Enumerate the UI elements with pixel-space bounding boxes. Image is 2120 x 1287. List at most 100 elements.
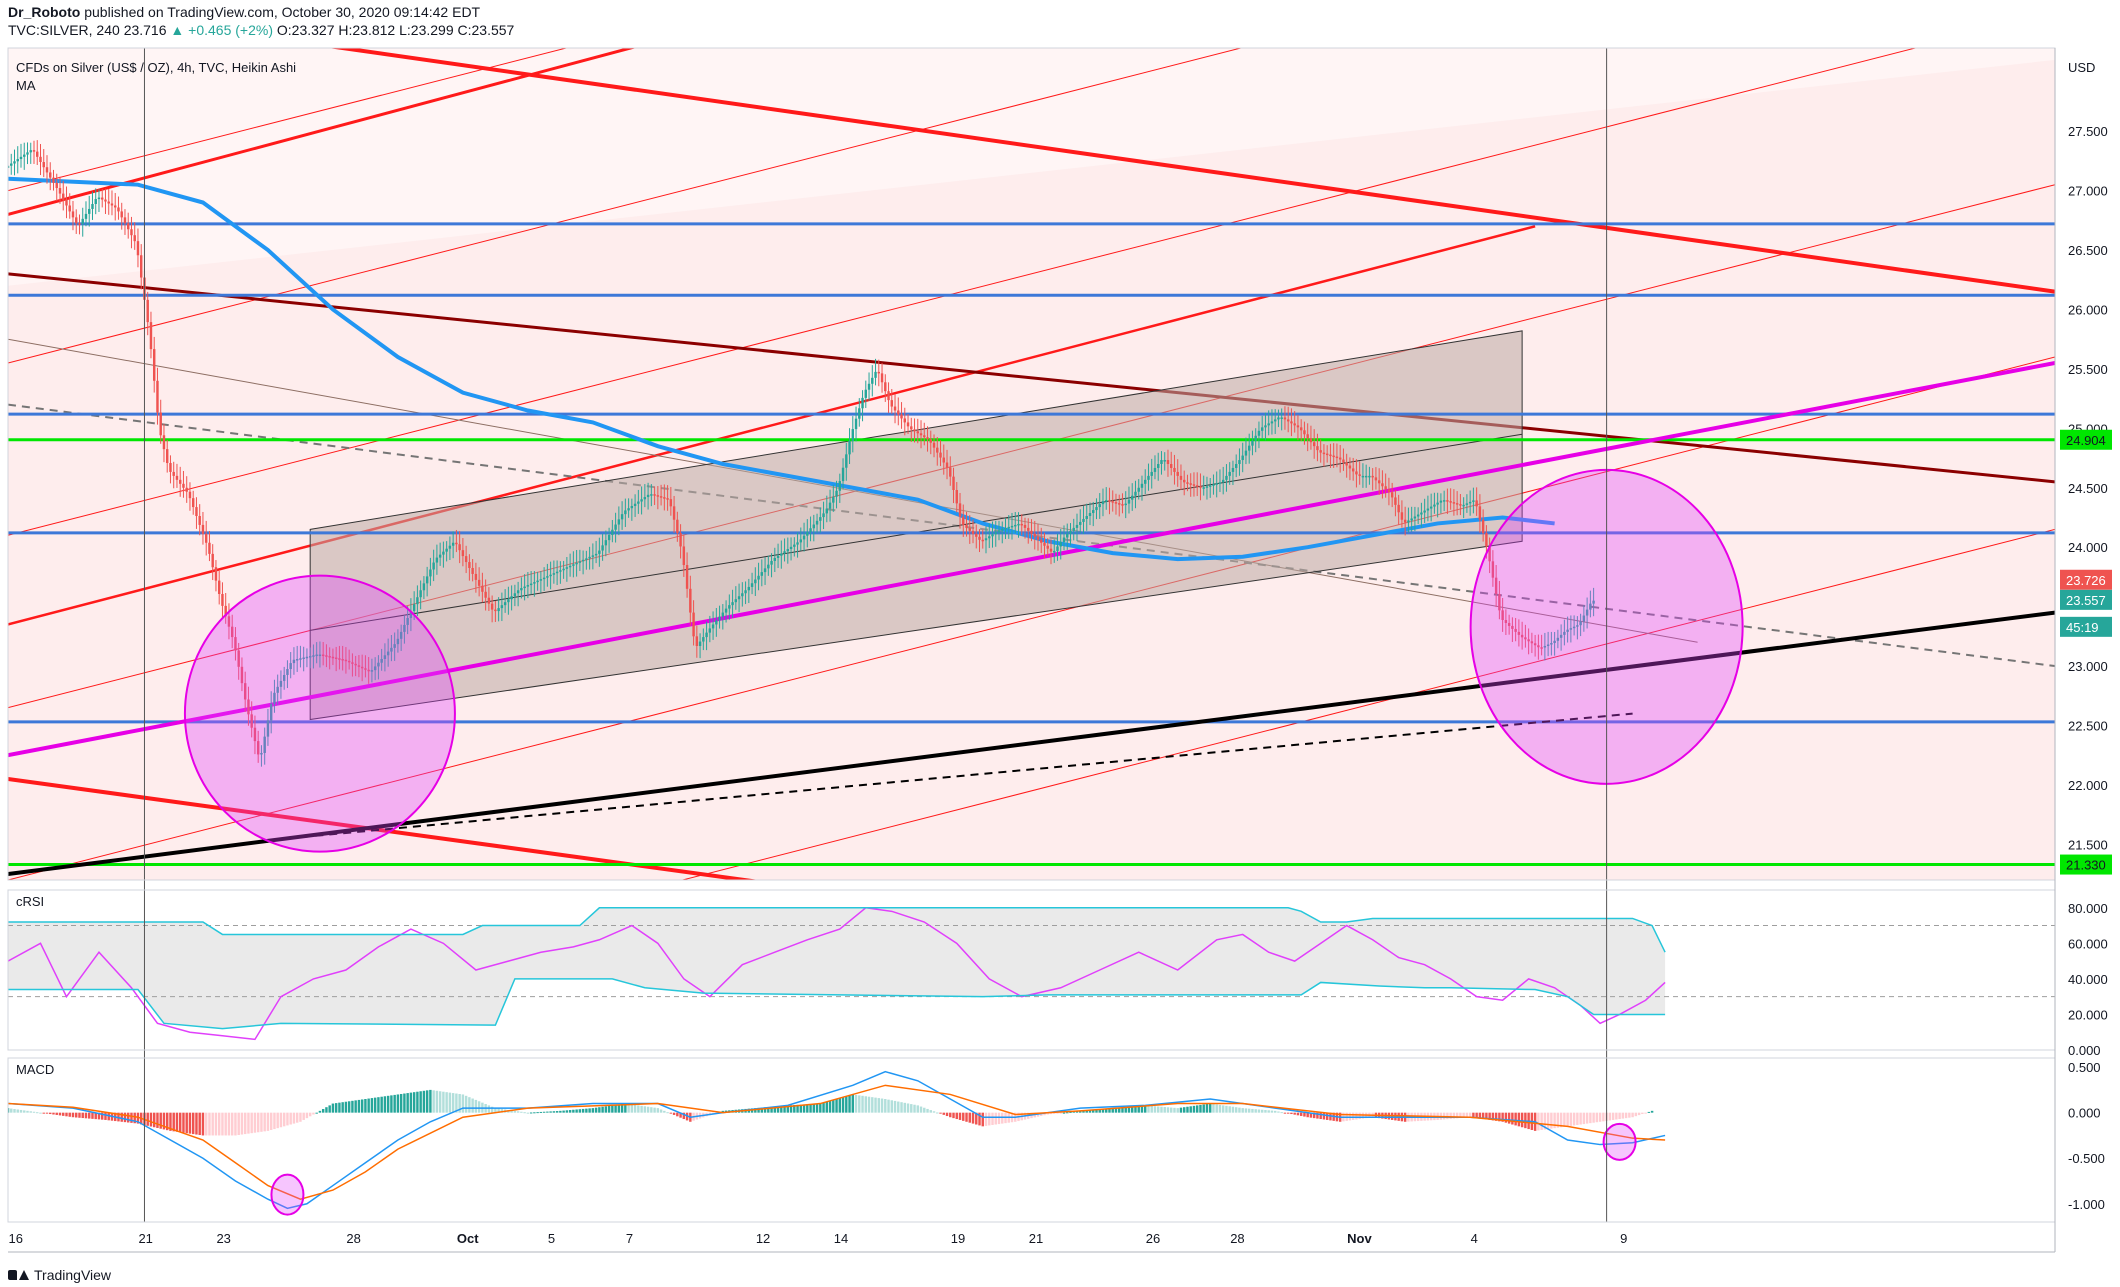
macd-histogram-bar [1118, 1107, 1121, 1113]
candle-body [916, 431, 919, 434]
macd-histogram-bar [1351, 1112, 1355, 1120]
macd-histogram-bar [191, 1112, 195, 1135]
macd-histogram-bar [1092, 1109, 1095, 1113]
price-pane[interactable]: 27.50027.00026.50026.00025.50025.00024.5… [7, 0, 2112, 1106]
macd-histogram-bar [178, 1112, 182, 1133]
ohlc-low: L:23.299 [399, 22, 454, 38]
macd-histogram-bar [1157, 1106, 1160, 1113]
macd-histogram-bar [988, 1112, 991, 1126]
macd-histogram-bar [1488, 1112, 1491, 1120]
macd-histogram-bar [767, 1107, 770, 1113]
macd-histogram-bar [601, 1106, 604, 1113]
candle-body [1442, 500, 1446, 502]
macd-histogram-bar [1316, 1112, 1319, 1119]
macd-histogram-bar [656, 1108, 660, 1113]
macd-histogram-bar [1647, 1111, 1651, 1113]
candle-body [627, 508, 630, 511]
candle-body [101, 197, 104, 200]
macd-pane[interactable]: 0.500 0.000 -0.500 -1.000 [7, 1060, 2105, 1216]
candle-body [949, 467, 952, 477]
highlight-circle-left [183, 574, 456, 853]
macd-histogram-bar [107, 1112, 110, 1121]
macd-histogram-bar [802, 1104, 806, 1113]
candle-body [97, 197, 101, 200]
candle-body [867, 383, 871, 390]
candle-body [689, 588, 692, 613]
candle-body [214, 567, 218, 581]
macd-histogram-bar [312, 1112, 315, 1115]
macd-histogram-bar [903, 1102, 906, 1113]
candle-body [1481, 519, 1485, 534]
macd-histogram-bar [562, 1110, 565, 1113]
macd-histogram-bar [1598, 1112, 1602, 1122]
macd-histogram-bar [796, 1104, 799, 1113]
macd-histogram-bar [13, 1109, 16, 1113]
time-tick-label: 26 [1146, 1231, 1160, 1246]
candle-body [679, 533, 682, 547]
currency-label[interactable]: USD [2068, 60, 2095, 75]
macd-histogram-bar [913, 1104, 916, 1113]
candle-body [1511, 625, 1514, 629]
candle-body [354, 663, 357, 666]
macd-histogram-bar [884, 1099, 887, 1113]
price-tick-label: 23.000 [2068, 659, 2108, 674]
candle-body [1371, 475, 1374, 478]
macd-histogram-bar [253, 1112, 257, 1133]
candle-body [624, 510, 627, 515]
macd-histogram-bar [1602, 1112, 1605, 1122]
candle-body [253, 727, 257, 742]
macd-histogram-bar [367, 1098, 370, 1113]
macd-histogram-bar [269, 1112, 273, 1130]
macd-histogram-bar [1494, 1112, 1498, 1121]
candle-body [1137, 487, 1140, 492]
candle-body [828, 502, 832, 509]
footer-brand[interactable]: TradingView [8, 1267, 111, 1283]
macd-histogram-bar [1277, 1111, 1280, 1113]
price-tick-label: 27.500 [2068, 124, 2108, 139]
macd-histogram-bar [1637, 1112, 1641, 1116]
candle-body [1160, 460, 1163, 464]
candle-body [1153, 467, 1157, 472]
candle-body [123, 217, 127, 224]
macd-histogram-bar [828, 1100, 832, 1113]
macd-histogram-bar [1108, 1108, 1111, 1113]
macd-histogram-bar [461, 1094, 465, 1113]
candle-body [549, 574, 552, 577]
macd-histogram-bar [120, 1112, 123, 1122]
macd-histogram-bar [890, 1100, 894, 1113]
candle-body [939, 452, 942, 458]
crsi-pane[interactable]: 80.000 60.000 40.000 20.000 0.000 [8, 901, 2108, 1058]
candle-body [568, 565, 572, 568]
macd-histogram-bar [916, 1105, 919, 1113]
macd-histogram-bar [1459, 1112, 1462, 1119]
candle-body [1111, 501, 1114, 503]
candle-body [1455, 503, 1459, 505]
macd-histogram-bar [429, 1089, 432, 1113]
candle-body [448, 545, 452, 549]
macd-histogram-bar [887, 1099, 890, 1113]
candle-body [416, 597, 419, 605]
candle-body [432, 562, 435, 570]
macd-histogram-bar [338, 1102, 341, 1113]
candle-body [1225, 475, 1228, 480]
crsi-lower_band-line [8, 978, 1666, 1030]
macd-histogram-bar [536, 1112, 539, 1114]
candle-body [1416, 514, 1420, 517]
macd-histogram-bar [490, 1106, 494, 1113]
candle-body [1433, 504, 1436, 507]
macd-histogram-bar [1173, 1107, 1176, 1113]
macd-histogram-bar [1098, 1109, 1101, 1113]
macd-histogram-bar [1121, 1107, 1124, 1113]
macd-histogram-bar [776, 1106, 780, 1113]
macd-histogram-bar [1559, 1112, 1563, 1128]
macd-histogram-bar [679, 1112, 682, 1118]
macd-histogram-bar [630, 1104, 634, 1113]
candle-body [1582, 615, 1586, 622]
macd-histogram-bar [162, 1112, 166, 1130]
author-name[interactable]: Dr_Roboto [8, 4, 81, 20]
macd-histogram-bar [1485, 1112, 1488, 1120]
macd-tick-label: -1.000 [2068, 1197, 2105, 1212]
macd-histogram-bar [1312, 1112, 1316, 1119]
macd-histogram-bar [640, 1105, 643, 1113]
